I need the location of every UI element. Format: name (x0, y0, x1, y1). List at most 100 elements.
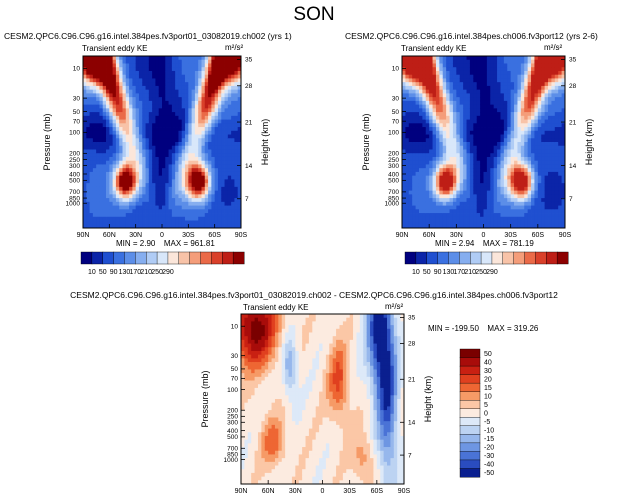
field-cell (83, 224, 87, 229)
field-cell (418, 183, 423, 188)
field-cell (122, 59, 127, 64)
field-cell (89, 97, 94, 102)
field-cell (422, 112, 427, 117)
field-cell (254, 458, 259, 463)
field-cell (412, 67, 416, 72)
field-cell (558, 156, 563, 162)
field-cell (561, 145, 566, 150)
field-cell (191, 171, 196, 177)
field-cell (439, 209, 444, 214)
field-cell (89, 130, 94, 135)
field-cell (514, 123, 518, 128)
field-cell (469, 130, 474, 135)
field-cell (439, 115, 444, 120)
field-cell (531, 216, 535, 221)
field-cell (497, 183, 501, 188)
field-cell (554, 145, 559, 150)
field-cell (99, 70, 104, 76)
field-cell (89, 179, 94, 184)
field-cell (198, 67, 202, 72)
field-cell (158, 145, 163, 150)
field-cell (405, 112, 410, 117)
field-cell (449, 134, 454, 139)
field-cell (168, 142, 173, 147)
field-cell (527, 89, 532, 94)
field-cell (142, 130, 146, 135)
field-cell (456, 134, 461, 139)
field-cell (531, 201, 535, 206)
field-cell (109, 104, 114, 109)
field-cell (194, 164, 199, 169)
field-cell (446, 59, 450, 64)
field-cell (138, 134, 143, 139)
field-cell (446, 220, 450, 225)
field-cell (408, 145, 413, 150)
field-cell (247, 317, 252, 322)
field-cell (442, 186, 447, 192)
field-cell (168, 201, 173, 206)
field-cell (115, 74, 120, 79)
field-cell (83, 190, 87, 195)
field-cell (86, 224, 90, 229)
field-cell (211, 175, 216, 180)
field-cell (201, 216, 206, 221)
field-cell (165, 145, 169, 150)
field-cell (148, 190, 153, 195)
field-cell (234, 85, 239, 91)
field-cell (178, 220, 183, 225)
field-cell (224, 209, 229, 214)
field-cell (500, 115, 505, 120)
field-cell (112, 56, 117, 61)
field-cell (244, 443, 249, 448)
field-cell (234, 164, 239, 169)
field-cell (208, 134, 212, 139)
field-cell (198, 190, 202, 195)
field-cell (429, 142, 433, 147)
field-cell (198, 142, 202, 147)
field-cell (109, 220, 114, 225)
field-cell (459, 186, 464, 192)
field-cell (449, 179, 454, 184)
field-cell (175, 171, 179, 177)
field-cell (548, 100, 552, 106)
field-cell (476, 127, 481, 132)
field-cell (92, 190, 97, 195)
field-cell (452, 123, 457, 128)
field-cell (412, 171, 416, 177)
field-cell (185, 82, 189, 87)
field-cell (510, 142, 515, 147)
colorbar-swatch (513, 251, 526, 265)
field-cell (89, 100, 94, 106)
field-cell (429, 216, 433, 221)
field-cell (102, 130, 107, 135)
field-cell (165, 153, 169, 158)
field-cell (442, 198, 447, 203)
field-cell (125, 104, 130, 109)
field-cell (158, 183, 163, 188)
field-cell (500, 59, 505, 64)
field-cell (261, 476, 266, 481)
field-cell (527, 168, 532, 173)
field-cell (480, 138, 484, 143)
field-cell (558, 160, 563, 165)
field-cell (204, 142, 209, 147)
field-cell (544, 224, 549, 229)
field-cell (480, 179, 484, 184)
field-cell (503, 67, 508, 72)
field-cell (446, 149, 450, 154)
field-cell (561, 78, 566, 83)
field-cell (473, 112, 478, 117)
field-cell (122, 134, 127, 139)
field-cell (122, 160, 127, 165)
field-cell (459, 156, 464, 162)
field-cell (89, 164, 94, 169)
field-cell (165, 168, 169, 173)
field-cell (493, 112, 498, 117)
field-cell (112, 216, 117, 221)
field-cell (129, 149, 133, 154)
field-cell (92, 63, 97, 68)
field-cell (402, 112, 406, 117)
field-cell (442, 171, 447, 177)
field-cell (89, 67, 94, 72)
field-cell (165, 108, 169, 113)
